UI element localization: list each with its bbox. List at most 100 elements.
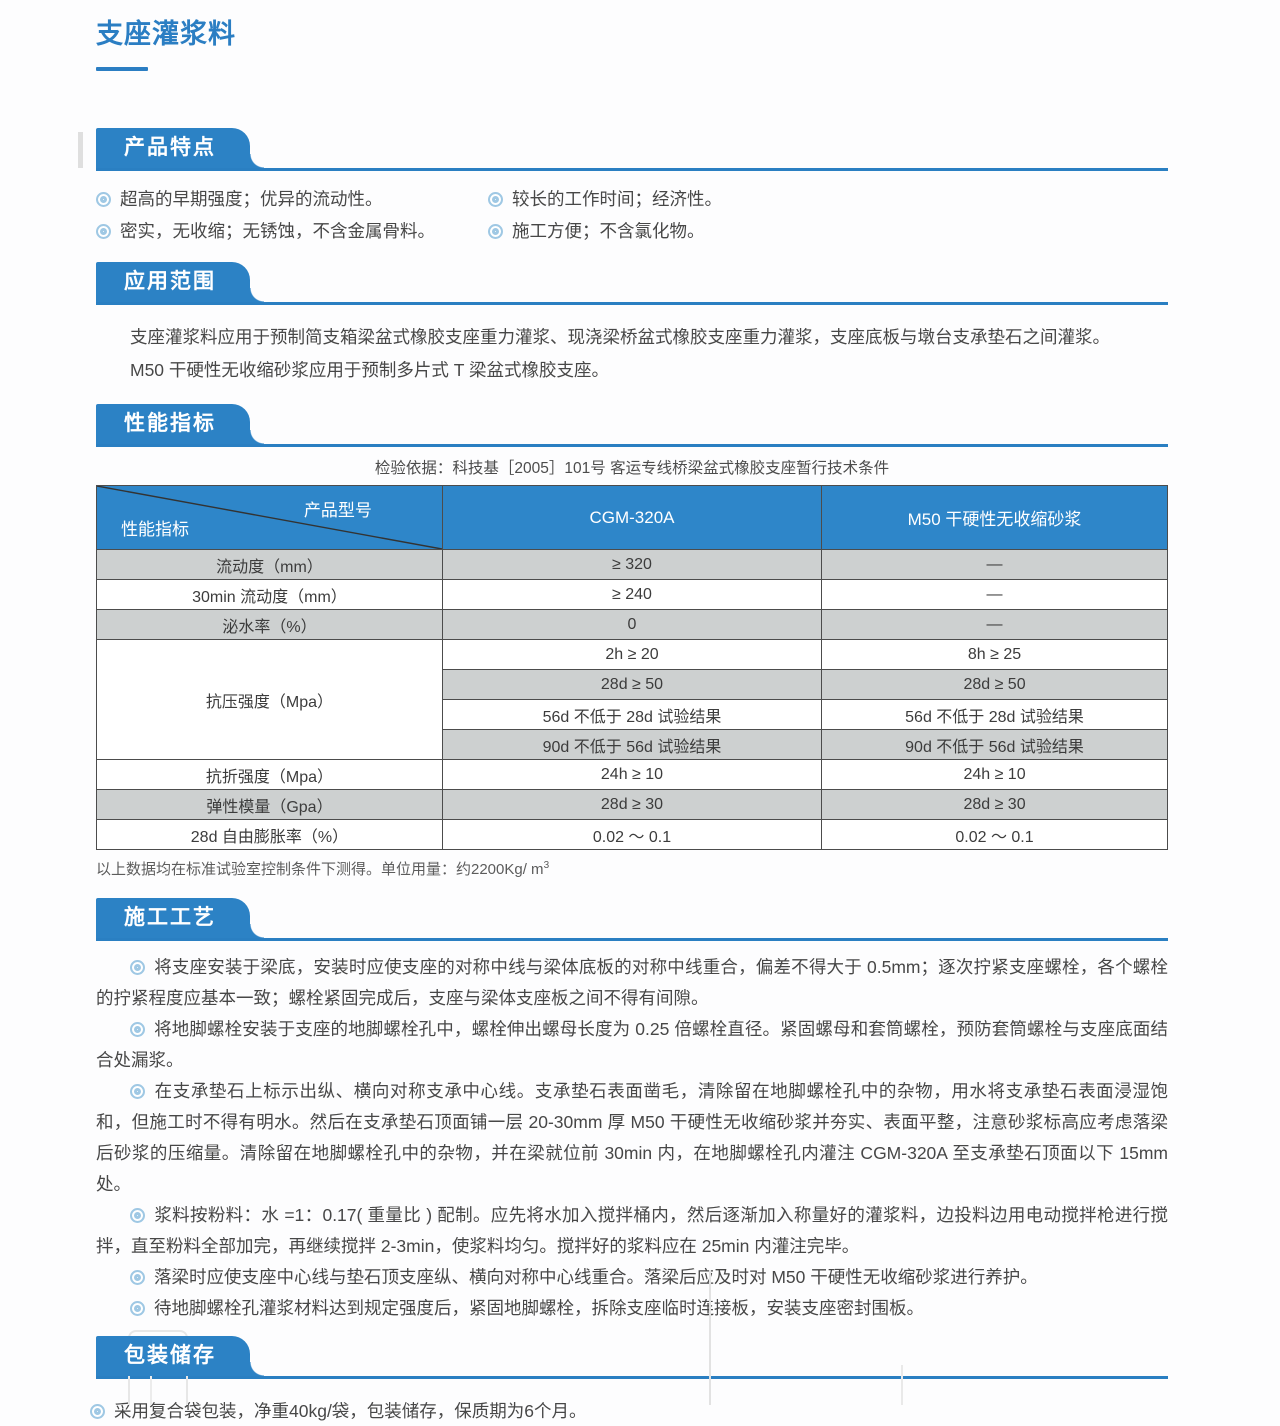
- section-head-application: 应用范围: [96, 262, 1168, 305]
- table-row: 28d 自由膨胀率（%） 0.02 ～ 0.1 0.02 ～ 0.1: [96, 819, 1168, 850]
- cell-value: 90d 不低于 56d 试验结果: [821, 729, 1168, 760]
- corner-label-product-model: 产品型号: [303, 501, 372, 520]
- diagonal-line: [97, 486, 442, 549]
- section-head-construction: 施工工艺: [96, 898, 1168, 941]
- step-text: 在支承垫石上标示出纵、横向对称支承中心线。支承垫石表面凿毛，清除留在地脚螺栓孔中…: [96, 1081, 1168, 1194]
- section-tab-packaging: 包装储存: [96, 1336, 264, 1376]
- table-row: 泌水率（%） 0 —: [96, 609, 1168, 640]
- title-underline: [96, 67, 148, 71]
- ring-bullet-icon: [130, 1270, 145, 1285]
- cell-value: 24h ≥ 10: [441, 759, 823, 790]
- document-page: 支座灌浆料 产品特点 超高的早期强度；优异的流动性。 密实，无收缩；无锈蚀，不含…: [90, 0, 1168, 1426]
- table-row: 弹性模量（Gpa） 28d ≥ 30 28d ≥ 30: [96, 789, 1168, 820]
- ring-bullet-icon: [130, 960, 145, 975]
- feature-text: 较长的工作时间；经济性。: [512, 189, 722, 209]
- step-text: 浆料按粉料：水 =1：0.17( 重量比 ) 配制。应先将水加入搅拌桶内，然后逐…: [96, 1205, 1168, 1256]
- column-header: M50 干硬性无收缩砂浆: [821, 485, 1168, 550]
- column-header: CGM-320A: [441, 485, 823, 550]
- construction-step: 在支承垫石上标示出纵、横向对称支承中心线。支承垫石表面凿毛，清除留在地脚螺栓孔中…: [96, 1076, 1168, 1200]
- footnote-text: 以上数据均在标准试验室控制条件下测得。单位用量：约2200Kg/ m: [96, 861, 544, 878]
- step-text: 将地脚螺栓安装于支座的地脚螺栓孔中，螺栓伸出螺母长度为 0.25 倍螺栓直径。紧…: [96, 1019, 1168, 1070]
- cell-value: 56d 不低于 28d 试验结果: [441, 699, 823, 730]
- cell-value: 90d 不低于 56d 试验结果: [441, 729, 823, 760]
- cell-value: 8h ≥ 25: [821, 639, 1168, 670]
- table-row: 56d 不低于 28d 试验结果 56d 不低于 28d 试验结果: [97, 699, 1168, 730]
- step-text: 将支座安装于梁底，安装时应使支座的对称中线与梁体底板的对称中线重合，偏差不得大于…: [96, 957, 1168, 1008]
- packaging-text: 采用复合袋包装，净重40kg/袋，包装储存，保质期为6个月。: [90, 1396, 1168, 1426]
- features-list: 超高的早期强度；优异的流动性。 密实，无收缩；无锈蚀，不含金属骨料。 较长的工作…: [96, 183, 1168, 247]
- cell-value: 0: [441, 609, 823, 640]
- row-label: 流动度（mm）: [96, 549, 443, 580]
- list-item: 施工方便；不含氯化物。: [488, 215, 1168, 247]
- ring-bullet-icon: [488, 192, 503, 207]
- section-head-packaging: 包装储存: [96, 1336, 1168, 1379]
- construction-step: 将地脚螺栓安装于支座的地脚螺栓孔中，螺栓伸出螺母长度为 0.25 倍螺栓直径。紧…: [96, 1014, 1168, 1076]
- list-item: 超高的早期强度；优异的流动性。: [96, 183, 488, 215]
- cell-value: ≥ 320: [441, 549, 823, 580]
- list-item: 较长的工作时间；经济性。: [488, 183, 1168, 215]
- section-performance: 性能指标 检验依据：科技基［2005］101号 客运专线桥梁盆式橡胶支座暂行技术…: [96, 404, 1168, 879]
- ring-bullet-icon: [130, 1301, 145, 1316]
- cell-value: 28d ≥ 30: [821, 789, 1168, 820]
- cell-value: 0.02 ～ 0.1: [821, 819, 1168, 850]
- ring-bullet-icon: [90, 1404, 105, 1419]
- feature-text: 密实，无收缩；无锈蚀，不含金属骨料。: [120, 221, 435, 241]
- row-label: 30min 流动度（mm）: [96, 579, 443, 610]
- footnote-superscript: 3: [543, 860, 550, 871]
- cell-value: 0.02 ～ 0.1: [441, 819, 823, 850]
- row-label: 28d 自由膨胀率（%）: [96, 819, 443, 850]
- section-head-performance: 性能指标: [96, 404, 1168, 447]
- table-row: 30min 流动度（mm） ≥ 240 —: [96, 579, 1168, 610]
- paragraph: 支座灌浆料应用于预制简支箱梁盆式橡胶支座重力灌浆、现浇梁桥盆式橡胶支座重力灌浆，…: [130, 327, 1110, 347]
- construction-step: 落梁时应使支座中心线与垫石顶支座纵、横向对称中心线重合。落梁后应及时对 M50 …: [96, 1262, 1168, 1293]
- list-item: 密实，无收缩；无锈蚀，不含金属骨料。: [96, 215, 488, 247]
- section-tab-performance: 性能指标: [96, 404, 264, 444]
- test-basis: 检验依据：科技基［2005］101号 客运专线桥梁盆式橡胶支座暂行技术条件: [374, 460, 890, 477]
- background-ghost-mark: [78, 132, 83, 168]
- table-row: 90d 不低于 56d 试验结果 90d 不低于 56d 试验结果: [97, 729, 1168, 760]
- diagonal-header-cell: 产品型号 性能指标: [96, 485, 443, 550]
- construction-step: 待地脚螺栓孔灌浆材料达到规定强度后，紧固地脚螺栓，拆除支座临时连接板，安装支座密…: [96, 1293, 1168, 1324]
- page-title: 支座灌浆料: [96, 19, 236, 49]
- paragraph: M50 干硬性无收缩砂浆应用于预制多片式 T 梁盆式橡胶支座。: [130, 360, 610, 380]
- cell-value: 28d ≥ 30: [441, 789, 823, 820]
- ring-bullet-icon: [488, 224, 503, 239]
- section-features: 产品特点 超高的早期强度；优异的流动性。 密实，无收缩；无锈蚀，不含金属骨料。 …: [96, 128, 1168, 247]
- ring-bullet-icon: [130, 1022, 145, 1037]
- table-row: 28d ≥ 50 28d ≥ 50: [97, 669, 1168, 700]
- table-row: 流动度（mm） ≥ 320 —: [96, 549, 1168, 580]
- cell-value: 28d ≥ 50: [441, 669, 823, 700]
- table-row: 抗折强度（Mpa） 24h ≥ 10 24h ≥ 10: [96, 759, 1168, 790]
- section-tab-construction: 施工工艺: [96, 898, 264, 938]
- step-text: 待地脚螺栓孔灌浆材料达到规定强度后，紧固地脚螺栓，拆除支座临时连接板，安装支座密…: [154, 1298, 924, 1318]
- ring-bullet-icon: [130, 1084, 145, 1099]
- application-text: 支座灌浆料应用于预制简支箱梁盆式橡胶支座重力灌浆、现浇梁桥盆式橡胶支座重力灌浆，…: [96, 321, 1168, 387]
- corner-label-performance-index: 性能指标: [121, 520, 189, 539]
- construction-step: 浆料按粉料：水 =1：0.17( 重量比 ) 配制。应先将水加入搅拌桶内，然后逐…: [96, 1200, 1168, 1262]
- cell-value: 28d ≥ 50: [821, 669, 1168, 700]
- cell-value: —: [821, 579, 1168, 610]
- row-label: 抗折强度（Mpa）: [96, 759, 443, 790]
- section-tab-features: 产品特点: [96, 128, 264, 168]
- cell-value: ≥ 240: [441, 579, 823, 610]
- feature-text: 施工方便；不含氯化物。: [512, 221, 705, 241]
- ring-bullet-icon: [130, 1208, 145, 1223]
- table-footnote: 以上数据均在标准试验室控制条件下测得。单位用量：约2200Kg/ m3: [96, 858, 1168, 879]
- feature-text: 超高的早期强度；优异的流动性。: [120, 189, 383, 209]
- step-text: 落梁时应使支座中心线与垫石顶支座纵、横向对称中心线重合。落梁后应及时对 M50 …: [154, 1267, 1038, 1287]
- construction-step: 将支座安装于梁底，安装时应使支座的对称中线与梁体底板的对称中线重合，偏差不得大于…: [96, 952, 1168, 1014]
- table-header-row: 产品型号 性能指标 CGM-320A M50 干硬性无收缩砂浆: [96, 485, 1168, 550]
- construction-steps: 将支座安装于梁底，安装时应使支座的对称中线与梁体底板的对称中线重合，偏差不得大于…: [96, 952, 1168, 1324]
- packaging-item: 采用复合袋包装，净重40kg/袋，包装储存，保质期为6个月。: [114, 1401, 587, 1421]
- section-tab-application: 应用范围: [96, 262, 264, 302]
- cell-value: 56d 不低于 28d 试验结果: [821, 699, 1168, 730]
- ring-bullet-icon: [96, 224, 111, 239]
- cell-value: 2h ≥ 20: [441, 639, 823, 670]
- ring-bullet-icon: [96, 192, 111, 207]
- performance-table: 产品型号 性能指标 CGM-320A M50 干硬性无收缩砂浆 流动度（mm） …: [96, 485, 1168, 850]
- section-packaging: 包装储存 采用复合袋包装，净重40kg/袋，包装储存，保质期为6个月。: [90, 1336, 1168, 1426]
- section-construction: 施工工艺 将支座安装于梁底，安装时应使支座的对称中线与梁体底板的对称中线重合，偏…: [96, 898, 1168, 1324]
- section-application: 应用范围 支座灌浆料应用于预制简支箱梁盆式橡胶支座重力灌浆、现浇梁桥盆式橡胶支座…: [96, 262, 1168, 387]
- row-label: 抗压强度（Mpa）: [96, 639, 443, 760]
- cell-value: —: [821, 609, 1168, 640]
